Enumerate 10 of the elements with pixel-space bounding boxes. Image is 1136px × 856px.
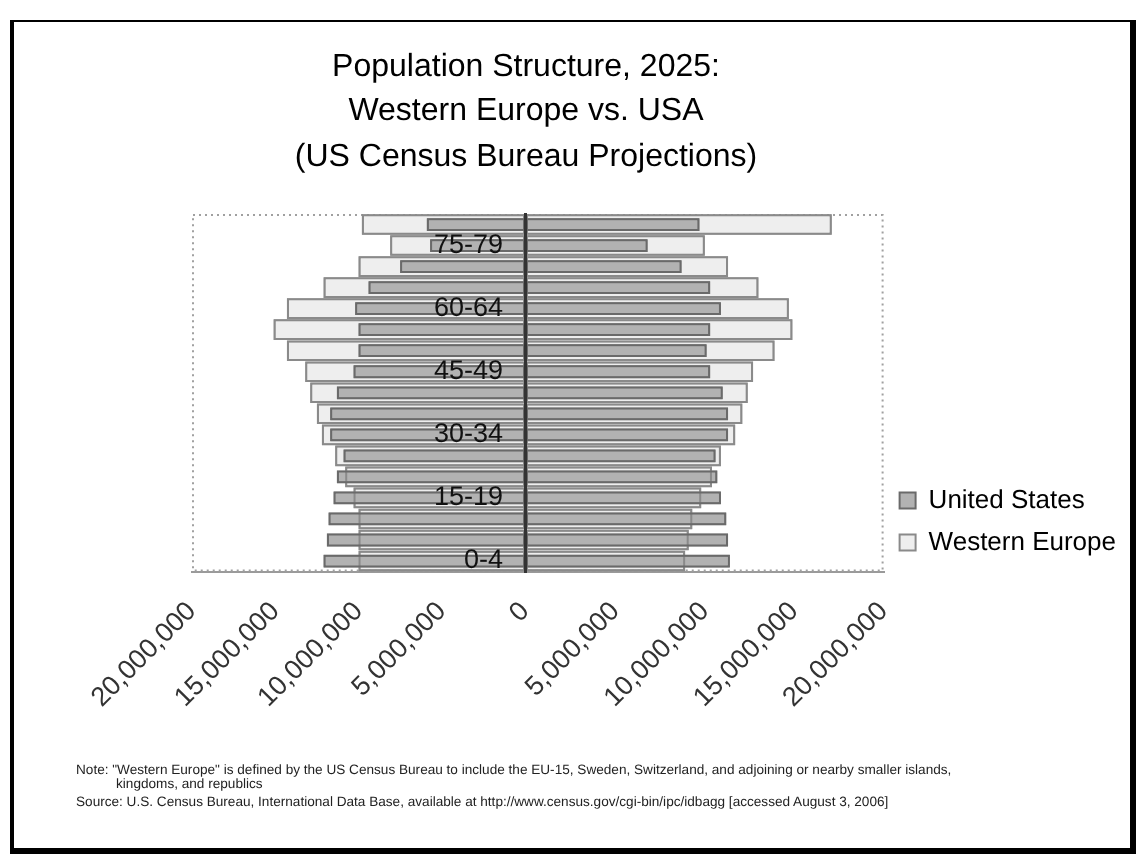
chart-title: Population Structure, 2025: Western Europe vs. USA (US Census Bureau Projections) — [292, 48, 760, 178]
x-tick-label: 0 — [502, 595, 535, 628]
y-tick-label: 15-19 — [434, 481, 504, 512]
y-tick-label: 30-34 — [434, 418, 505, 449]
legend-label: Western Europe — [928, 525, 1117, 556]
legend-label: United States — [928, 483, 1086, 514]
y-tick-label: 75-79 — [434, 228, 504, 259]
y-tick-label: 45-49 — [434, 355, 504, 386]
y-tick-label: 60-64 — [434, 292, 505, 323]
y-tick-label: 0-4 — [464, 544, 505, 575]
